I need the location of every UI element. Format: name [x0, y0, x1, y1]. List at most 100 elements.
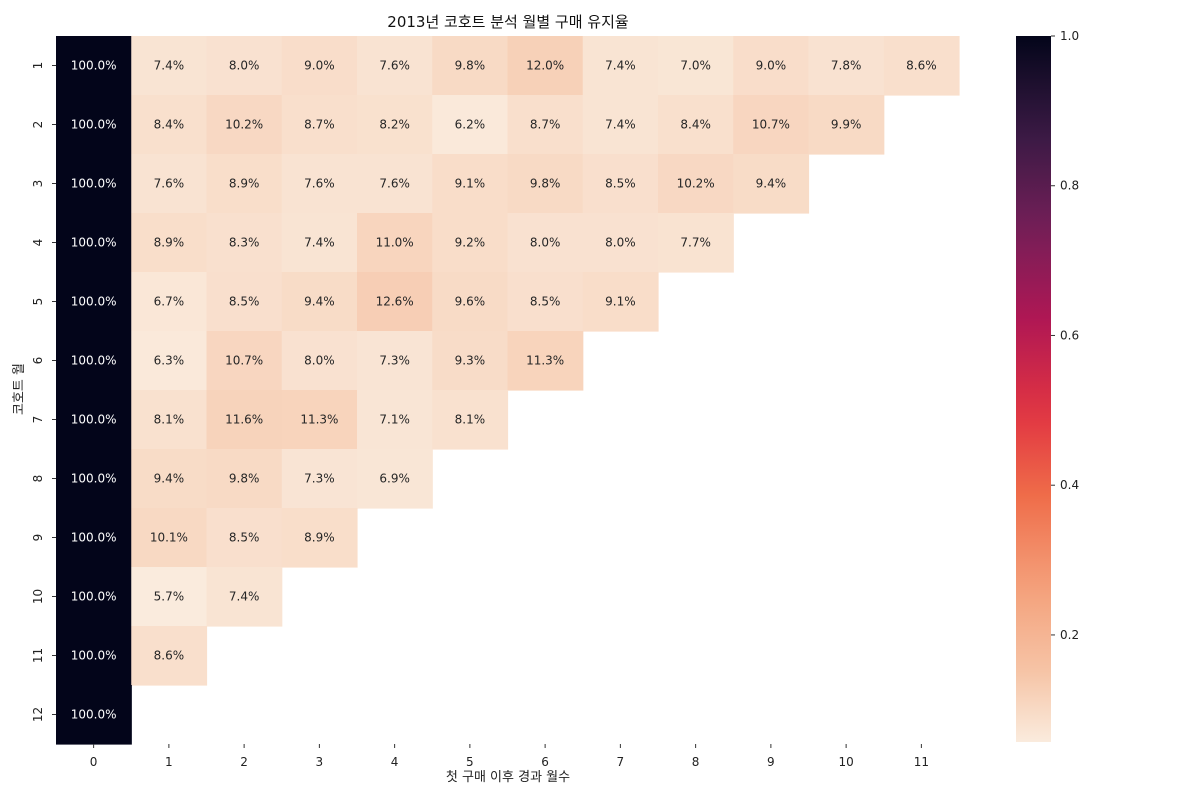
heatmap-cell-label: 8.9% [229, 177, 260, 191]
heatmap-cell-label: 100.0% [71, 413, 117, 427]
heatmap-cell [658, 95, 734, 155]
heatmap-cell-label: 12.0% [526, 59, 564, 73]
heatmap-cell [281, 449, 358, 509]
heatmap-cell-label: 8.5% [229, 531, 260, 545]
heatmap-cell-label: 8.4% [680, 118, 711, 132]
heatmap-cell [507, 213, 584, 273]
heatmap-cell-label: 100.0% [71, 118, 117, 132]
heatmap-cell [357, 154, 433, 214]
x-axis-ticks: 0 1 2 3 4 5 6 7 8 9 10 11 [90, 744, 929, 769]
heatmap-cell-label: 8.1% [455, 413, 486, 427]
heatmap-cell [281, 331, 358, 391]
heatmap-cell-label: 8.1% [154, 413, 185, 427]
heatmap-cell [432, 95, 509, 155]
heatmap-cell-label: 6.9% [379, 472, 410, 486]
heatmap-cell [131, 390, 208, 450]
heatmap-cell [281, 95, 358, 155]
heatmap-cell-label: 9.3% [455, 354, 486, 368]
heatmap-cell-label: 9.4% [304, 295, 335, 309]
heatmap-cell [582, 272, 659, 332]
colorbar-ticks: 0.2 0.4 0.6 0.8 1.0 [1051, 29, 1079, 642]
heatmap-cell [206, 331, 283, 391]
heatmap-cell-label: 7.6% [304, 177, 335, 191]
heatmap-cell-label: 100.0% [71, 649, 117, 663]
heatmap-cell [281, 272, 358, 332]
heatmap-cell-label: 7.1% [379, 413, 410, 427]
heatmap-cell [658, 154, 734, 214]
heatmap-cell-label: 7.7% [680, 236, 711, 250]
heatmap-cell [281, 390, 358, 450]
colorbar-tick-label: 1.0 [1060, 29, 1079, 43]
heatmap-cell-label: 9.1% [605, 295, 636, 309]
heatmap-cell [56, 449, 132, 509]
heatmap-cell-label: 12.6% [376, 295, 414, 309]
y-tick-label: 8 [31, 475, 45, 483]
heatmap-cell-label: 8.0% [605, 236, 636, 250]
y-tick-label: 4 [31, 239, 45, 247]
y-tick-label: 10 [31, 589, 45, 604]
y-tick-label: 12 [31, 707, 45, 722]
heatmap-cell [582, 154, 659, 214]
heatmap-cell-label: 100.0% [71, 295, 117, 309]
heatmap-cell-label: 8.7% [530, 118, 561, 132]
heatmap-cell-label: 8.9% [154, 236, 185, 250]
heatmap-cell [507, 95, 584, 155]
heatmap-cell-label: 9.1% [455, 177, 486, 191]
heatmap-cell-label: 9.8% [229, 472, 260, 486]
heatmap-cell-label: 10.1% [150, 531, 188, 545]
heatmap-cell [357, 213, 433, 273]
heatmap-cell [56, 685, 132, 745]
heatmap-cell-label: 6.7% [154, 295, 185, 309]
heatmap-cell-label: 8.4% [154, 118, 185, 132]
heatmap-cell-label: 8.2% [379, 118, 410, 132]
heatmap-cell-label: 9.9% [831, 118, 862, 132]
heatmap-cell [432, 390, 509, 450]
heatmap-cell-label: 9.0% [756, 59, 787, 73]
heatmap-cell-label: 7.4% [605, 118, 636, 132]
x-tick-label: 10 [838, 755, 853, 769]
heatmap-cell-label: 100.0% [71, 354, 117, 368]
heatmap-cell-label: 8.5% [605, 177, 636, 191]
heatmap-cell-label: 7.4% [229, 590, 260, 604]
heatmap-cell [131, 567, 208, 627]
heatmap-cell-label: 8.0% [304, 354, 335, 368]
heatmap-cell-label: 9.4% [154, 472, 185, 486]
heatmap-cell [281, 36, 358, 96]
heatmap-cell-label: 8.3% [229, 236, 260, 250]
heatmap-cell [658, 213, 734, 273]
heatmap-cell [131, 213, 208, 273]
heatmap-cell [733, 154, 810, 214]
x-axis-label: 첫 구매 이후 경과 월수 [446, 770, 570, 785]
heatmap-cell-label: 100.0% [71, 472, 117, 486]
heatmap-cell-label: 100.0% [71, 531, 117, 545]
heatmap-cell [507, 154, 584, 214]
heatmap-cell [206, 567, 283, 627]
heatmap-cell [206, 36, 283, 96]
heatmap-cell-label: 7.8% [831, 59, 862, 73]
heatmap-cell [206, 95, 283, 155]
heatmap-cell [206, 154, 283, 214]
heatmap-cell-label: 8.9% [304, 531, 335, 545]
colorbar-tick-label: 0.4 [1060, 478, 1079, 492]
heatmap-cell [281, 154, 358, 214]
heatmap-cell-label: 7.6% [154, 177, 185, 191]
heatmap-cell-label: 8.0% [530, 236, 561, 250]
heatmap-cell-label: 6.3% [154, 354, 185, 368]
heatmap-cell-label: 10.7% [752, 118, 790, 132]
heatmap-cell [206, 390, 283, 450]
heatmap-cell [56, 626, 132, 686]
heatmap-cell-label: 9.0% [304, 59, 335, 73]
heatmap-cell-label: 9.2% [455, 236, 486, 250]
heatmap-cell [808, 95, 885, 155]
colorbar-tick-label: 0.2 [1060, 628, 1079, 642]
heatmap-cell [357, 272, 433, 332]
heatmap-cell-label: 11.0% [376, 236, 414, 250]
heatmap-cell [131, 508, 208, 568]
colorbar: 0.2 0.4 0.6 0.8 1.0 [1016, 29, 1079, 742]
heatmap-cell-label: 9.8% [455, 59, 486, 73]
x-tick-label: 6 [541, 755, 549, 769]
heatmap-cells [56, 36, 960, 745]
heatmap-cell [131, 272, 208, 332]
heatmap-cell [808, 36, 885, 96]
heatmap-cell-label: 9.8% [530, 177, 561, 191]
